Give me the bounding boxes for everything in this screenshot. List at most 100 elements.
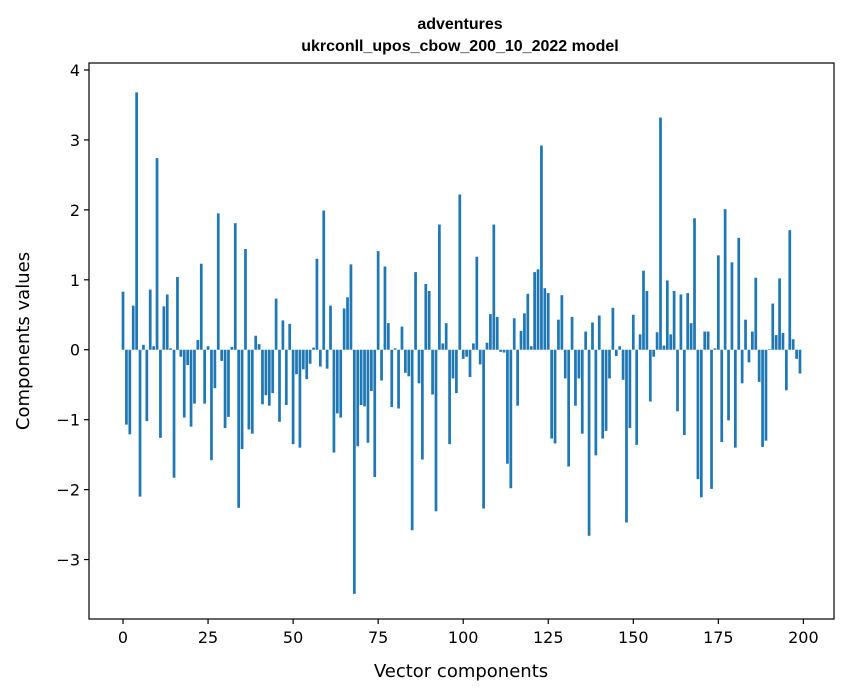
bar: [621, 349, 625, 380]
bar: [121, 291, 125, 350]
bar: [301, 349, 305, 370]
bar: [274, 298, 278, 350]
bar: [574, 349, 577, 406]
bar: [591, 322, 594, 350]
bar: [608, 349, 611, 379]
bar: [492, 224, 496, 350]
bar: [648, 349, 652, 402]
bar: [506, 349, 509, 464]
bar: [580, 349, 584, 434]
bar: [618, 346, 622, 350]
bar: [499, 349, 502, 352]
bar: [461, 349, 465, 359]
bar: [768, 349, 771, 350]
bar: [550, 349, 554, 439]
bar: [414, 272, 417, 350]
bar: [451, 349, 455, 379]
bar: [308, 349, 312, 364]
bar: [781, 332, 785, 350]
bar: [295, 349, 298, 375]
bar: [465, 349, 468, 357]
x-tick-label: 125: [533, 628, 564, 647]
y-tick-label: 3: [70, 131, 80, 150]
bar: [342, 308, 346, 350]
y-tick-label: 4: [70, 61, 80, 80]
bar: [199, 263, 203, 350]
bar: [196, 339, 200, 350]
bar: [247, 349, 251, 430]
y-tick-label: 1: [70, 271, 80, 290]
bar: [716, 255, 720, 350]
bar: [179, 349, 183, 357]
bar: [322, 210, 326, 350]
bar: [182, 349, 186, 418]
bar: [665, 280, 669, 350]
bar: [543, 288, 547, 350]
x-tick-label: 100: [448, 628, 479, 647]
x-axis-ticks: 0 25 50 75 100 125 150 175 200: [118, 619, 819, 647]
bar: [169, 348, 172, 350]
bar: [380, 349, 383, 381]
bar: [284, 349, 288, 405]
bar: [244, 249, 247, 350]
y-tick-label: −3: [56, 551, 80, 570]
bar: [390, 349, 394, 408]
bar: [567, 349, 571, 467]
bar: [131, 305, 135, 350]
bar: [155, 158, 159, 350]
bar: [216, 213, 220, 350]
bar: [655, 332, 659, 350]
bar: [172, 349, 176, 478]
bar: [625, 349, 628, 523]
bar: [417, 349, 421, 384]
bar: [264, 349, 268, 396]
bar: [227, 349, 230, 417]
bar: [346, 297, 349, 350]
bar: [638, 334, 642, 350]
bar: [475, 256, 479, 350]
bar: [186, 349, 190, 366]
y-tick-label: 2: [70, 201, 80, 220]
bar: [509, 349, 513, 489]
bar: [176, 277, 179, 350]
bar: [482, 349, 485, 509]
bar: [563, 349, 567, 379]
bar: [431, 349, 434, 395]
bar: [706, 331, 710, 350]
bar: [281, 320, 285, 350]
bar: [373, 349, 377, 478]
bar: [754, 277, 758, 350]
bar: [720, 349, 724, 443]
bar: [795, 349, 798, 359]
bar: [679, 294, 683, 350]
bar: [682, 349, 686, 436]
bar: [254, 335, 258, 350]
bar: [356, 349, 360, 447]
chart-subtitle: ukrconll_upos_cbow_200_10_2022 model: [301, 38, 618, 55]
bar: [318, 349, 322, 367]
bar: [642, 270, 645, 350]
bar: [434, 349, 438, 512]
bar: [366, 349, 370, 443]
bar: [693, 218, 696, 350]
bar: [203, 349, 207, 404]
bar: [455, 349, 458, 394]
x-tick-label: 50: [283, 628, 303, 647]
bar: [478, 349, 482, 365]
bar: [553, 349, 557, 444]
bar: [325, 349, 329, 369]
bar: [397, 349, 400, 409]
bar: [387, 323, 390, 350]
bar: [206, 346, 210, 350]
bar: [400, 326, 404, 350]
bar: [441, 343, 445, 350]
bar: [135, 92, 138, 350]
bar: [444, 323, 448, 350]
y-tick-label: 0: [70, 341, 80, 360]
bar: [223, 349, 227, 429]
bar: [329, 305, 332, 350]
bar: [686, 293, 690, 350]
bar: [512, 318, 516, 350]
bar: [332, 349, 336, 453]
